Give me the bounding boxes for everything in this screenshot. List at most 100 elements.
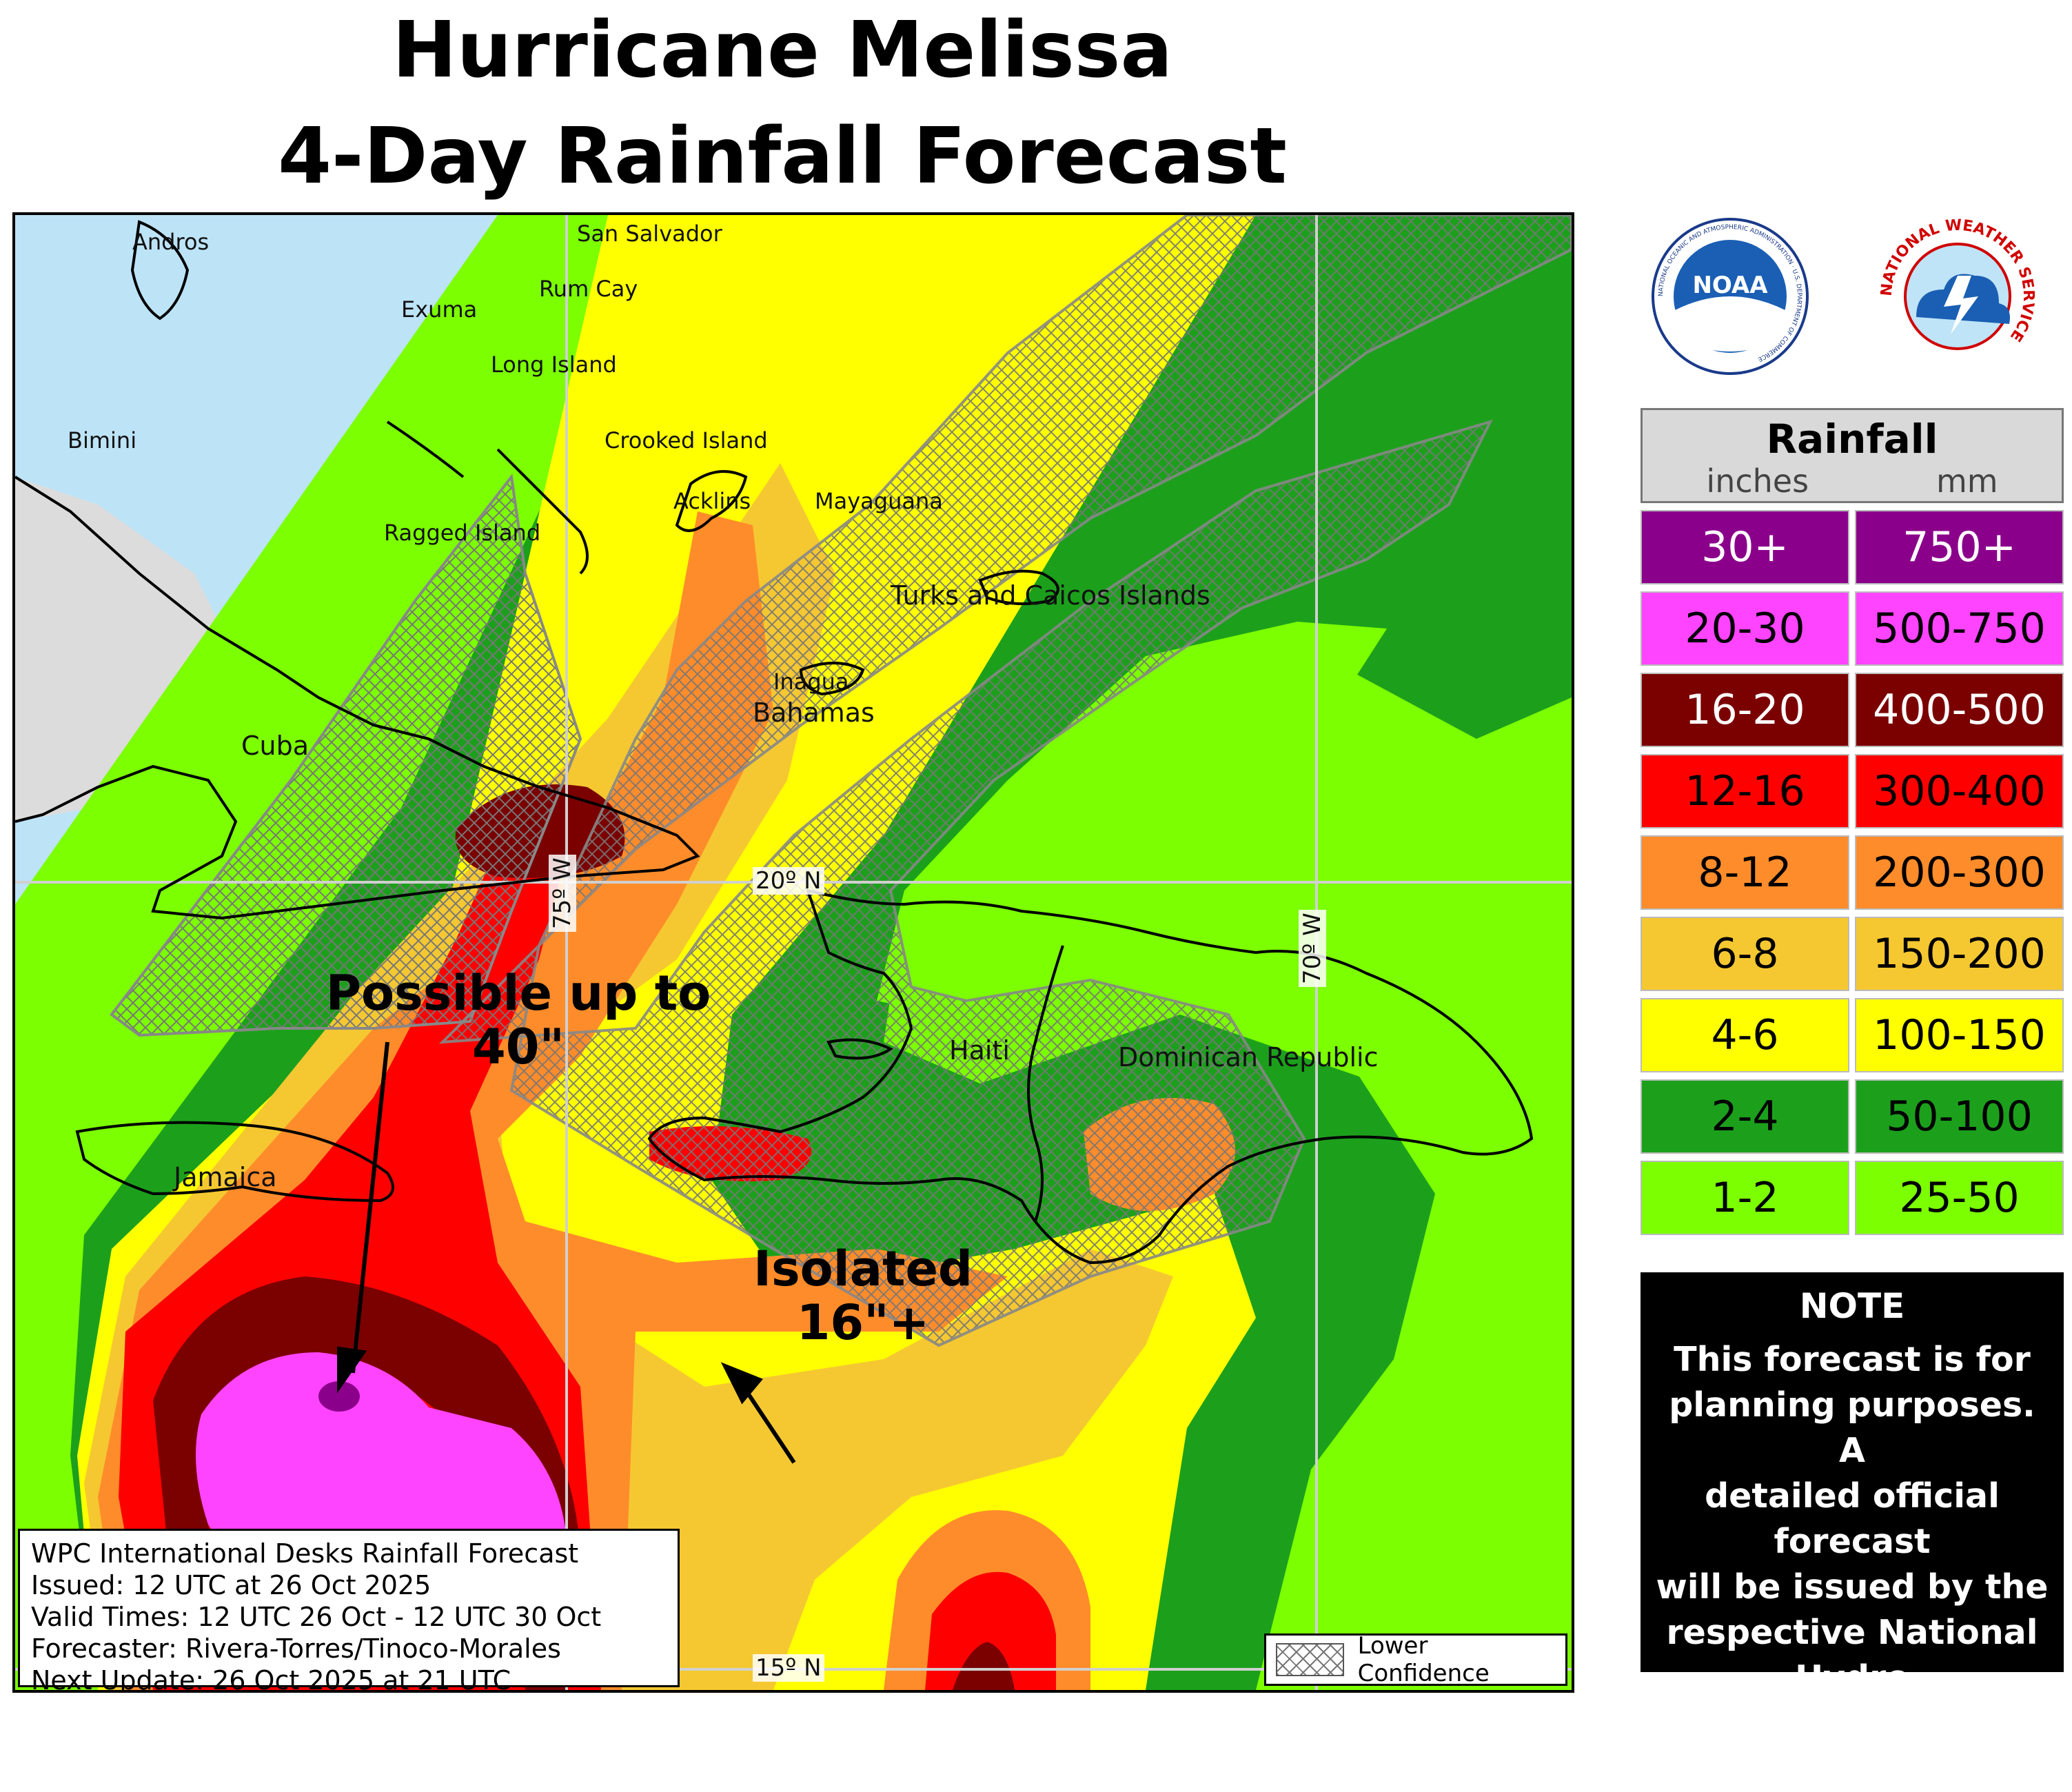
legend-cell-inches: 2-4 — [1641, 1079, 1849, 1154]
grid-label-15n: 15º N — [753, 1654, 824, 1682]
info-line-1: WPC International Desks Rainfall Forecas… — [31, 1538, 579, 1569]
legend-header: Rainfall inches mm — [1641, 408, 2064, 503]
legend-row: 4-6 100-150 — [1641, 998, 2064, 1072]
legend-cell-inches: 1-2 — [1641, 1161, 1849, 1235]
place-haiti: Haiti — [949, 1035, 1010, 1066]
legend-cell-inches: 12-16 — [1641, 754, 1849, 828]
grid-label-70w: 70º W — [1299, 910, 1326, 987]
legend-cell-inches: 4-6 — [1641, 998, 1849, 1072]
legend-cell-mm: 500-750 — [1855, 591, 2064, 666]
annotation-isolated-16: Isolated 16"+ — [725, 1242, 1001, 1350]
title-line-1: Hurricane Melissa — [392, 6, 1173, 95]
nws-logo-icon: NATIONAL WEATHER SERVICE — [1878, 216, 2037, 374]
place-rum-cay: Rum Cay — [539, 276, 638, 302]
band-16-20-jamaica — [153, 1276, 580, 1690]
grid-label-20n: 20º N — [753, 867, 824, 895]
logos-graphic: NOAA NATIONAL OCEANIC AND ATMOSPHERIC AD… — [1652, 216, 2037, 375]
legend-row: 8-12 200-300 — [1641, 835, 2064, 910]
place-long-island: Long Island — [491, 352, 617, 378]
coast-long-island — [496, 448, 589, 575]
legend-cell-inches: 8-12 — [1641, 835, 1849, 910]
coast-inagua — [799, 662, 865, 696]
place-turks-caicos: Turks and Caicos Islands — [891, 580, 1210, 611]
annotation-arrows — [337, 1041, 796, 1464]
hatch-swatch — [1276, 1643, 1344, 1676]
annotation-possible-40: Possible up to 40" — [312, 966, 725, 1075]
coast-haiti-border — [1027, 945, 1064, 1222]
noaa-logo-text: NOAA — [1692, 272, 1768, 299]
legend-cell-inches: 16-20 — [1641, 673, 1849, 747]
place-crooked-island: Crooked Island — [605, 427, 768, 454]
arrow-to-jamaica-max — [351, 1041, 389, 1374]
legend-row: 20-30 500-750 — [1641, 591, 2064, 666]
annotation-isolated-line2: 16"+ — [796, 1294, 930, 1352]
noaa-logo-icon: NOAA NATIONAL OCEANIC AND ATMOSPHERIC AD… — [1652, 218, 1809, 375]
coast-gonave — [826, 1038, 893, 1060]
info-line-3: Valid Times: 12 UTC 26 Oct - 12 UTC 30 O… — [31, 1602, 602, 1632]
place-jamaica: Jamaica — [174, 1162, 277, 1192]
legend-title: Rainfall — [1766, 416, 1938, 462]
annotation-possible-line2: 40" — [472, 1019, 565, 1076]
note-line-6: Hydro Meteorological — [1710, 1658, 1994, 1743]
legend-row: 12-16 300-400 — [1641, 754, 2064, 828]
legend-cell-mm: 150-200 — [1855, 917, 2064, 991]
legend-row: 6-8 150-200 — [1641, 917, 2064, 991]
note-line-5: respective National — [1666, 1613, 2038, 1652]
place-inagua: Inagua — [773, 669, 849, 695]
legend-unit-mm: mm — [1936, 462, 1998, 500]
note-heading: NOTE — [1799, 1286, 1905, 1326]
coast-cuba — [15, 476, 700, 920]
legend-cell-mm: 200-300 — [1855, 835, 2064, 910]
note-line-7: Service. — [1775, 1749, 1929, 1789]
legend-rows: 30+ 750+ 20-30 500-750 16-20 400-500 12-16 300-… — [1641, 510, 2064, 1235]
info-line-4: Forecaster: Rivera-Torres/Tinoco-Morales — [31, 1633, 561, 1664]
legend-cell-mm: 750+ — [1855, 510, 2064, 584]
forecast-info-box: WPC International Desks Rainfall Forecas… — [18, 1529, 680, 1690]
band-12-16-south — [925, 1571, 1056, 1690]
place-san-salvador: San Salvador — [577, 221, 722, 247]
place-bimini: Bimini — [68, 427, 137, 454]
legend-cell-inches: 30+ — [1641, 510, 1849, 584]
agency-logos: NOAA NATIONAL OCEANIC AND ATMOSPHERIC AD… — [1647, 214, 2047, 379]
legend-row: 2-4 50-100 — [1641, 1079, 2064, 1154]
lower-confidence-key: Lower Confidence — [1264, 1632, 1567, 1687]
place-cuba: Cuba — [241, 731, 309, 761]
place-bahamas: Bahamas — [753, 698, 875, 728]
legend-row: 1-2 25-50 — [1641, 1161, 2064, 1235]
coast-exuma — [386, 420, 465, 478]
legend-unit-inches: inches — [1706, 462, 1809, 500]
coast-hispaniola — [647, 888, 1534, 1265]
coastlines — [15, 220, 1534, 1265]
note-body: This forecast is for planning purposes. … — [1650, 1337, 2054, 1792]
coast-andros — [130, 220, 190, 320]
coast-tci — [978, 569, 1059, 605]
band-30-plus — [318, 1381, 360, 1412]
legend-cell-mm: 25-50 — [1855, 1161, 2064, 1235]
band-16-20-south — [953, 1642, 1015, 1690]
annotation-isolated-line1: Isolated — [753, 1241, 973, 1297]
title-line-2: 4-Day Rainfall Forecast — [278, 112, 1287, 201]
legend-row: 16-20 400-500 — [1641, 673, 2064, 747]
rainfall-map-graphic — [15, 215, 1572, 1690]
place-exuma: Exuma — [401, 296, 478, 323]
note-line-3: detailed official forecast — [1705, 1476, 2000, 1561]
legend-cell-mm: 400-500 — [1855, 673, 2064, 747]
lower-confidence-area-2 — [438, 215, 1572, 1347]
lower-confidence-label: Lower Confidence — [1357, 1632, 1490, 1687]
legend-cell-mm: 100-150 — [1855, 998, 2064, 1072]
rainfall-map: Andros San Salvador Rum Cay Exuma Long I… — [12, 212, 1574, 1693]
arrow-head-haiti — [720, 1362, 763, 1405]
legend-cell-inches: 6-8 — [1641, 917, 1849, 991]
info-line-5: Next Update: 26 Oct 2025 at 21 UTC — [31, 1665, 511, 1693]
note-box: NOTE This forecast is for planning purpo… — [1641, 1272, 2064, 1789]
annotation-possible-line1: Possible up to — [325, 965, 711, 1021]
rainfall-legend: Rainfall inches mm 30+ 750+ 20-30 500-750 16… — [1641, 408, 2064, 1235]
place-acklins: Acklins — [673, 488, 751, 514]
legend-cell-inches: 20-30 — [1641, 591, 1849, 666]
place-ragged-island: Ragged Island — [384, 520, 541, 546]
coast-jamaica — [75, 1121, 394, 1203]
grid-label-75w: 75º W — [549, 855, 576, 932]
legend-row: 30+ 750+ — [1641, 510, 2064, 584]
lower-confidence-area-1 — [110, 474, 582, 1037]
arrow-head-jamaica — [337, 1346, 367, 1394]
